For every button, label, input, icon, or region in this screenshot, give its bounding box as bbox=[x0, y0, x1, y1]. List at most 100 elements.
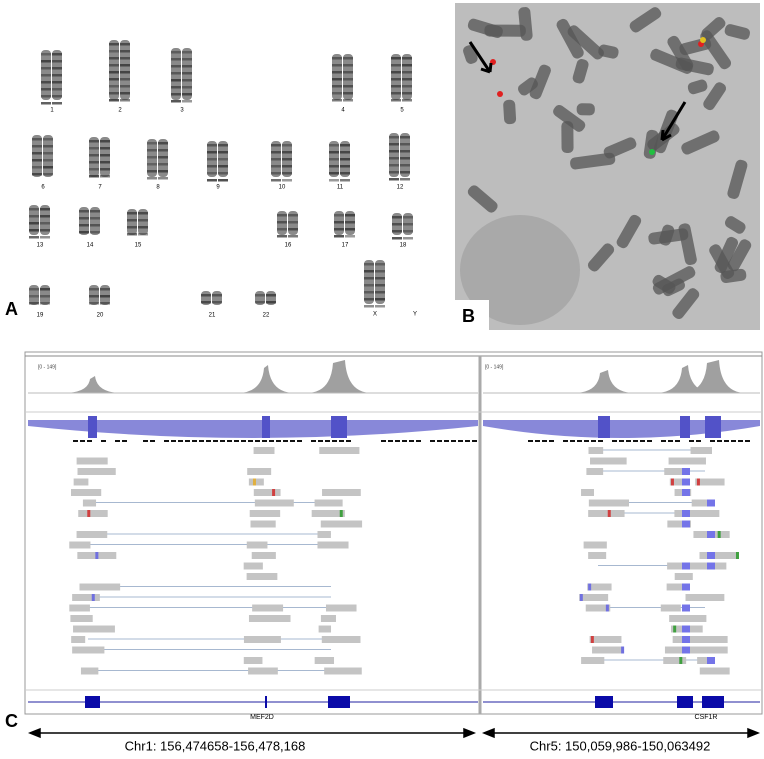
chromosome-band bbox=[340, 179, 350, 182]
read-dash bbox=[409, 440, 414, 442]
chromosome-band bbox=[282, 158, 292, 161]
chromosome-band bbox=[218, 179, 228, 182]
chromosome-band bbox=[400, 143, 410, 146]
chromosome-band bbox=[120, 43, 130, 46]
chromosome-band bbox=[158, 177, 168, 180]
chromosome-band bbox=[218, 151, 228, 154]
read bbox=[250, 520, 276, 528]
chromosome-band bbox=[402, 57, 412, 60]
chromosome-band bbox=[40, 302, 50, 305]
chromosome-band bbox=[207, 158, 217, 161]
chromosome-band bbox=[147, 163, 157, 166]
gene-name: CSF1R bbox=[695, 714, 718, 721]
chromosome-band bbox=[340, 158, 350, 161]
chromosome-band bbox=[332, 57, 342, 60]
mismatch bbox=[590, 636, 594, 643]
read bbox=[319, 447, 360, 454]
chromosome-band bbox=[340, 165, 350, 168]
chromosome bbox=[724, 24, 751, 40]
chromosome-band bbox=[158, 142, 168, 145]
gene-exon bbox=[265, 696, 267, 708]
read-dash bbox=[87, 440, 92, 442]
arrow bbox=[660, 101, 687, 142]
chromosome-number: 14 bbox=[87, 243, 94, 249]
read-dash bbox=[745, 440, 750, 442]
read bbox=[592, 646, 624, 654]
read-dash bbox=[738, 440, 743, 442]
mismatch bbox=[252, 478, 256, 486]
chromosome-band bbox=[271, 158, 281, 161]
chromosome-band bbox=[334, 221, 344, 224]
chromosome-band bbox=[332, 85, 342, 88]
read bbox=[243, 657, 263, 664]
read-dash bbox=[381, 440, 386, 442]
chromosome-band bbox=[52, 60, 62, 63]
chromosome bbox=[364, 260, 374, 304]
chromosome-band bbox=[127, 219, 137, 222]
junction-exon bbox=[331, 416, 347, 438]
chromosome-band bbox=[79, 217, 89, 220]
chromosome-band bbox=[120, 50, 130, 53]
chromosome-band bbox=[392, 216, 402, 219]
chromosome bbox=[100, 137, 110, 177]
chromosome bbox=[561, 121, 574, 154]
chromosome-band bbox=[329, 172, 339, 175]
read-dash bbox=[591, 440, 596, 442]
chromosome-band bbox=[109, 57, 119, 60]
chromosome-band bbox=[402, 99, 412, 102]
chromosome-band bbox=[171, 86, 181, 89]
read-dash bbox=[542, 440, 547, 442]
mismatch bbox=[91, 594, 95, 601]
panel-label: C bbox=[5, 711, 18, 731]
read-dash bbox=[661, 440, 666, 442]
read-exon bbox=[682, 489, 690, 496]
read-exon bbox=[682, 646, 690, 654]
mismatch bbox=[87, 510, 91, 517]
chromosome-band bbox=[329, 158, 339, 161]
read bbox=[579, 594, 609, 601]
chromosome-band bbox=[403, 216, 413, 219]
read-dash bbox=[346, 440, 351, 442]
chromosome-band bbox=[79, 210, 89, 213]
chromosome-band bbox=[375, 270, 385, 273]
read bbox=[674, 510, 707, 517]
read bbox=[72, 646, 105, 654]
chromosome-number: 3 bbox=[180, 108, 184, 114]
chromosome-band bbox=[109, 50, 119, 53]
chromosome-number: Y bbox=[413, 312, 417, 318]
read bbox=[590, 457, 627, 465]
chromosome-band bbox=[158, 156, 168, 159]
chromosome-band bbox=[343, 92, 353, 95]
chromosome bbox=[89, 137, 99, 177]
read bbox=[314, 499, 343, 507]
chromosome-band bbox=[109, 64, 119, 67]
mismatch bbox=[670, 478, 674, 486]
read-dash bbox=[437, 440, 442, 442]
read-exon bbox=[682, 510, 690, 517]
chromosome-number: 13 bbox=[37, 243, 44, 249]
chromosome-band bbox=[391, 64, 401, 67]
chromosome-band bbox=[332, 71, 342, 74]
chromosome-band bbox=[389, 178, 399, 181]
chromosome-band bbox=[41, 102, 51, 105]
chromosome bbox=[703, 82, 727, 111]
chromosome-band bbox=[29, 229, 39, 232]
chromosome bbox=[120, 40, 130, 100]
chromosome-band bbox=[29, 302, 39, 305]
chromosome-band bbox=[40, 222, 50, 225]
read-dash bbox=[444, 440, 449, 442]
chromosome-band bbox=[334, 214, 344, 217]
chromosome-band bbox=[182, 51, 192, 54]
chromosome bbox=[109, 40, 119, 100]
read bbox=[248, 615, 291, 622]
chromosome-band bbox=[332, 78, 342, 81]
chromosome-number: 22 bbox=[263, 313, 270, 319]
read bbox=[663, 657, 687, 664]
chromosome-band bbox=[277, 214, 287, 217]
read-dash bbox=[724, 440, 729, 442]
read bbox=[82, 499, 97, 507]
chromosome-band bbox=[100, 295, 110, 298]
chromosome bbox=[720, 268, 747, 283]
chromosome-band bbox=[402, 71, 412, 74]
read-dash bbox=[213, 440, 218, 442]
